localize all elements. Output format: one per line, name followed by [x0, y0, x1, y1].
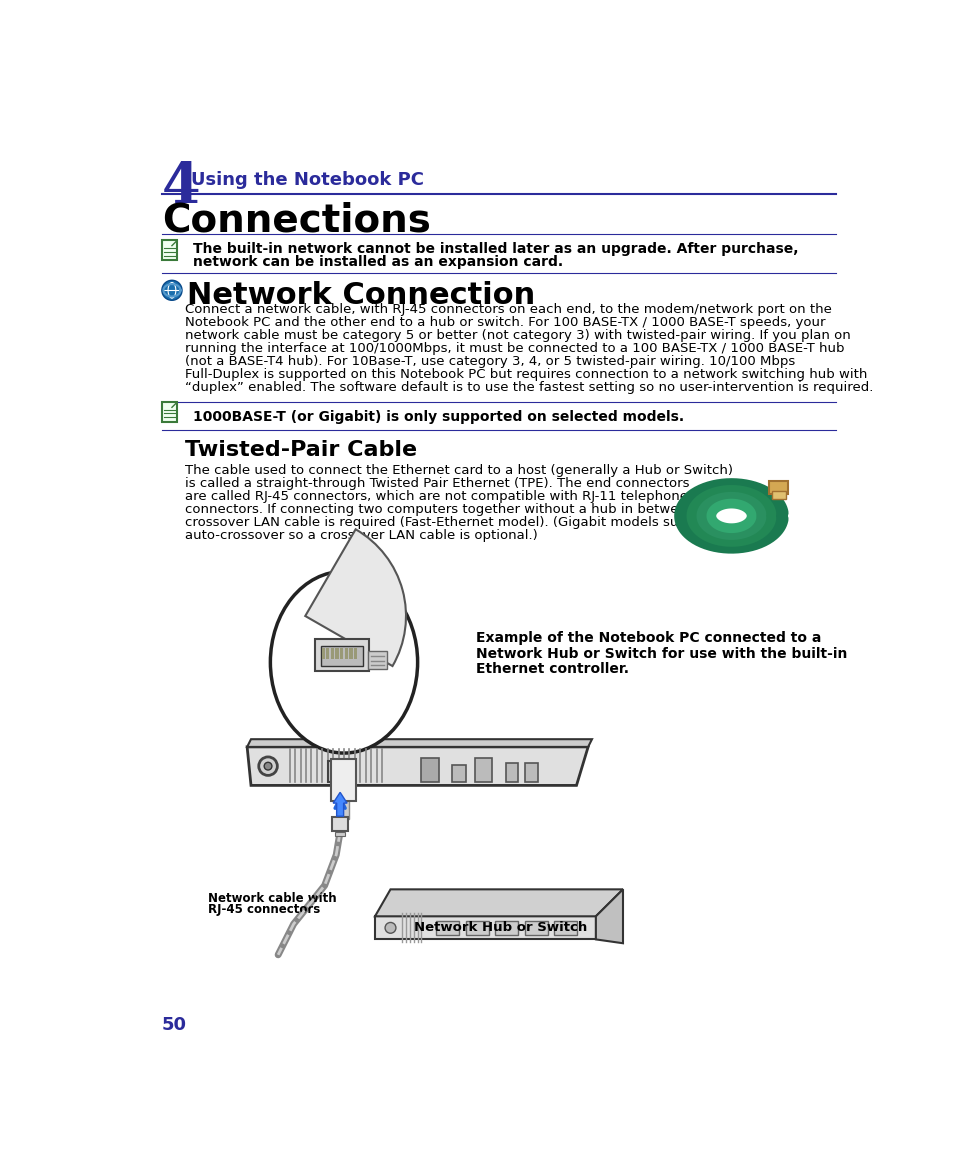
- FancyBboxPatch shape: [315, 639, 369, 671]
- FancyBboxPatch shape: [344, 648, 348, 660]
- Polygon shape: [247, 739, 592, 747]
- Circle shape: [162, 281, 182, 300]
- Ellipse shape: [270, 572, 417, 753]
- Text: The cable used to connect the Ethernet card to a host (generally a Hub or Switch: The cable used to connect the Ethernet c…: [185, 463, 732, 477]
- Circle shape: [258, 757, 277, 775]
- Circle shape: [264, 762, 272, 770]
- FancyBboxPatch shape: [337, 797, 348, 819]
- FancyBboxPatch shape: [771, 491, 785, 499]
- FancyBboxPatch shape: [331, 648, 334, 660]
- Text: Connections: Connections: [162, 202, 431, 240]
- Circle shape: [385, 923, 395, 933]
- FancyBboxPatch shape: [162, 240, 177, 260]
- FancyBboxPatch shape: [495, 921, 517, 934]
- FancyBboxPatch shape: [328, 761, 346, 782]
- Text: is called a straight-through Twisted Pair Ethernet (TPE). The end connectors: is called a straight-through Twisted Pai…: [185, 477, 689, 490]
- FancyBboxPatch shape: [340, 648, 343, 660]
- Text: connectors. If connecting two computers together without a hub in between, a: connectors. If connecting two computers …: [185, 502, 711, 516]
- Text: “duplex” enabled. The software default is to use the fastest setting so no user-: “duplex” enabled. The software default i…: [185, 381, 873, 394]
- FancyBboxPatch shape: [554, 921, 577, 934]
- Text: 1000BASE-T (or Gigabit) is only supported on selected models.: 1000BASE-T (or Gigabit) is only supporte…: [193, 410, 683, 424]
- Text: are called RJ-45 connectors, which are not compatible with RJ-11 telephone: are called RJ-45 connectors, which are n…: [185, 490, 687, 502]
- Text: (not a BASE-T4 hub). For 10Base-T, use category 3, 4, or 5 twisted-pair wiring. : (not a BASE-T4 hub). For 10Base-T, use c…: [185, 355, 795, 368]
- Text: running the interface at 100/1000Mbps, it must be connected to a 100 BASE-TX / 1: running the interface at 100/1000Mbps, i…: [185, 342, 843, 355]
- Text: auto-crossover so a crossover LAN cable is optional.): auto-crossover so a crossover LAN cable …: [185, 529, 537, 542]
- Text: Full-Duplex is supported on this Notebook PC but requires connection to a networ: Full-Duplex is supported on this Noteboo…: [185, 368, 866, 381]
- FancyBboxPatch shape: [354, 648, 356, 660]
- Text: Network Hub or Switch for use with the built-in: Network Hub or Switch for use with the b…: [476, 647, 846, 661]
- FancyBboxPatch shape: [335, 832, 344, 836]
- Polygon shape: [375, 889, 622, 916]
- Text: Notebook PC and the other end to a hub or switch. For 100 BASE-TX / 1000 BASE-T : Notebook PC and the other end to a hub o…: [185, 315, 824, 329]
- FancyBboxPatch shape: [452, 765, 465, 782]
- FancyBboxPatch shape: [475, 759, 492, 782]
- FancyBboxPatch shape: [321, 648, 324, 660]
- FancyBboxPatch shape: [420, 759, 439, 782]
- FancyBboxPatch shape: [368, 650, 386, 669]
- Text: The built-in network cannot be installed later as an upgrade. After purchase,: The built-in network cannot be installed…: [193, 241, 798, 255]
- FancyBboxPatch shape: [769, 482, 787, 493]
- Text: network cable must be category 5 or better (not category 3) with twisted-pair wi: network cable must be category 5 or bett…: [185, 329, 850, 342]
- Polygon shape: [596, 889, 622, 944]
- Text: Connect a network cable, with RJ-45 connectors on each end, to the modem/network: Connect a network cable, with RJ-45 conn…: [185, 303, 831, 315]
- FancyBboxPatch shape: [331, 759, 355, 800]
- Text: Example of the Notebook PC connected to a: Example of the Notebook PC connected to …: [476, 632, 821, 646]
- FancyBboxPatch shape: [332, 817, 348, 830]
- Text: Using the Notebook PC: Using the Notebook PC: [192, 171, 424, 189]
- FancyBboxPatch shape: [525, 763, 537, 782]
- FancyBboxPatch shape: [524, 921, 547, 934]
- Text: Network cable with: Network cable with: [208, 892, 336, 904]
- FancyBboxPatch shape: [349, 648, 353, 660]
- FancyBboxPatch shape: [505, 763, 517, 782]
- Text: Ethernet controller.: Ethernet controller.: [476, 662, 628, 676]
- Wedge shape: [305, 529, 406, 666]
- FancyBboxPatch shape: [335, 648, 338, 660]
- Text: crossover LAN cable is required (Fast-Ethernet model). (Gigabit models support: crossover LAN cable is required (Fast-Et…: [185, 516, 714, 529]
- FancyBboxPatch shape: [326, 648, 329, 660]
- Text: network can be installed as an expansion card.: network can be installed as an expansion…: [193, 255, 562, 269]
- FancyBboxPatch shape: [465, 921, 488, 934]
- Text: RJ-45 connectors: RJ-45 connectors: [208, 903, 320, 916]
- Polygon shape: [247, 747, 587, 785]
- FancyBboxPatch shape: [436, 921, 459, 934]
- Text: Twisted-Pair Cable: Twisted-Pair Cable: [185, 440, 416, 461]
- FancyBboxPatch shape: [162, 402, 177, 422]
- Text: 4: 4: [162, 161, 200, 215]
- Text: 50: 50: [162, 1016, 187, 1035]
- Polygon shape: [375, 916, 596, 939]
- Text: Network Hub or Switch: Network Hub or Switch: [414, 922, 587, 934]
- Text: Network Connection: Network Connection: [187, 281, 535, 310]
- FancyBboxPatch shape: [320, 646, 363, 666]
- FancyArrow shape: [333, 792, 347, 817]
